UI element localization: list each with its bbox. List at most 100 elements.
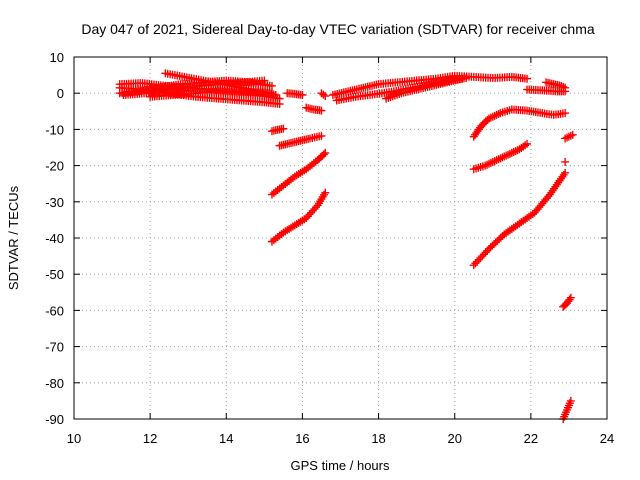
series-track: [302, 103, 326, 115]
data-point-run: [304, 104, 316, 114]
data-point-run: [243, 76, 266, 87]
data-point: [469, 261, 478, 270]
y-tick-label: 10: [50, 50, 64, 65]
data-point-run: [163, 69, 187, 81]
data-point: [566, 396, 575, 405]
data-point-run: [472, 162, 487, 173]
series-track: [561, 130, 577, 143]
data-point: [492, 156, 501, 165]
data-point: [568, 130, 577, 139]
x-tick-label: 10: [67, 431, 81, 446]
data-point: [504, 150, 513, 159]
data-point-run: [300, 134, 313, 144]
data-point: [321, 92, 330, 101]
x-tick-label: 24: [600, 431, 614, 446]
series-track: [317, 89, 330, 101]
data-point-run: [144, 85, 175, 97]
data-point: [275, 94, 284, 103]
data-point-run: [517, 210, 537, 227]
data-point-run: [564, 295, 574, 306]
series-track: [267, 124, 288, 136]
data-point: [317, 131, 326, 140]
data-point-run: [361, 80, 381, 92]
data-point-run: [547, 170, 568, 197]
data-point-run: [269, 183, 286, 198]
y-tick-label: -10: [45, 122, 64, 137]
data-point-run: [559, 82, 568, 91]
data-point: [317, 106, 326, 115]
data-point-run: [560, 300, 570, 310]
y-axis-label: SDTVAR / TECUs: [6, 185, 21, 290]
data-point-run: [502, 220, 522, 238]
data-point-run: [314, 190, 329, 208]
data-point-run: [560, 408, 571, 421]
data-point-run: [509, 73, 529, 83]
x-tick-label: 18: [371, 431, 385, 446]
y-tick-label: -90: [45, 412, 64, 427]
data-point-run: [292, 136, 305, 146]
y-tick-labels: 10 0 -10 -20 -30 -40 -50 -60 -70 -80 -90: [45, 50, 64, 427]
series-track: [469, 139, 532, 174]
data-point-run: [494, 151, 511, 164]
data-point-run: [563, 399, 574, 412]
data-point: [561, 109, 570, 118]
y-tick-label: -80: [45, 376, 64, 391]
series-track: [283, 89, 307, 100]
data-point-run: [281, 173, 297, 189]
plot-frame: [73, 56, 608, 420]
data-point-run: [483, 157, 499, 169]
y-tick-label: -40: [45, 231, 64, 246]
data-point-run: [292, 215, 309, 229]
data-point: [564, 132, 573, 141]
y-tick-label: -60: [45, 303, 64, 318]
data-point-run: [478, 115, 492, 129]
series-track: [469, 105, 570, 141]
data-point: [279, 124, 288, 133]
data-point-run: [532, 192, 553, 215]
data-point-run: [121, 89, 149, 99]
y-tick-label: -50: [45, 267, 64, 282]
y-tick-label: -20: [45, 159, 64, 174]
data-point: [561, 83, 570, 92]
data-point-run: [525, 106, 545, 117]
data-point-run: [292, 166, 309, 180]
data-point: [523, 74, 532, 83]
data-point-run: [171, 82, 202, 94]
data-point-run: [262, 98, 282, 108]
data-point-run: [566, 131, 575, 140]
data-point-run: [543, 78, 556, 88]
data-point: [298, 91, 307, 100]
series-track: [561, 157, 570, 166]
data-point-run: [384, 89, 404, 102]
x-tick-label: 12: [143, 431, 157, 446]
data-point: [557, 81, 566, 90]
x-tick-label: 20: [447, 431, 461, 446]
series-track: [559, 396, 575, 423]
data-point: [566, 293, 575, 302]
data-point-run: [563, 133, 572, 142]
data-point-run: [471, 123, 485, 139]
data-point: [321, 148, 330, 157]
data-point-run: [486, 231, 507, 252]
data-point-run: [505, 146, 522, 158]
x-tick-label: 14: [219, 431, 233, 446]
data-point-run: [551, 80, 564, 90]
data-point-run: [303, 203, 321, 221]
series-track: [559, 293, 575, 311]
data-point-run: [304, 157, 320, 172]
data-point: [481, 161, 490, 170]
y-tick-label: 0: [57, 86, 64, 101]
data-point-run: [319, 90, 328, 99]
data-point-run: [281, 222, 297, 236]
series-track: [469, 168, 570, 270]
series-track: [267, 148, 330, 199]
series-track: [382, 74, 467, 103]
x-axis-label: GPS time / hours: [291, 458, 390, 473]
y-tick-label: -70: [45, 340, 64, 355]
x-tick-labels: 10 12 14 16 18 20 22 24: [67, 431, 614, 446]
data-point-run: [277, 140, 290, 150]
data-point: [523, 139, 532, 148]
series-track: [542, 78, 570, 92]
data-point: [561, 134, 570, 143]
